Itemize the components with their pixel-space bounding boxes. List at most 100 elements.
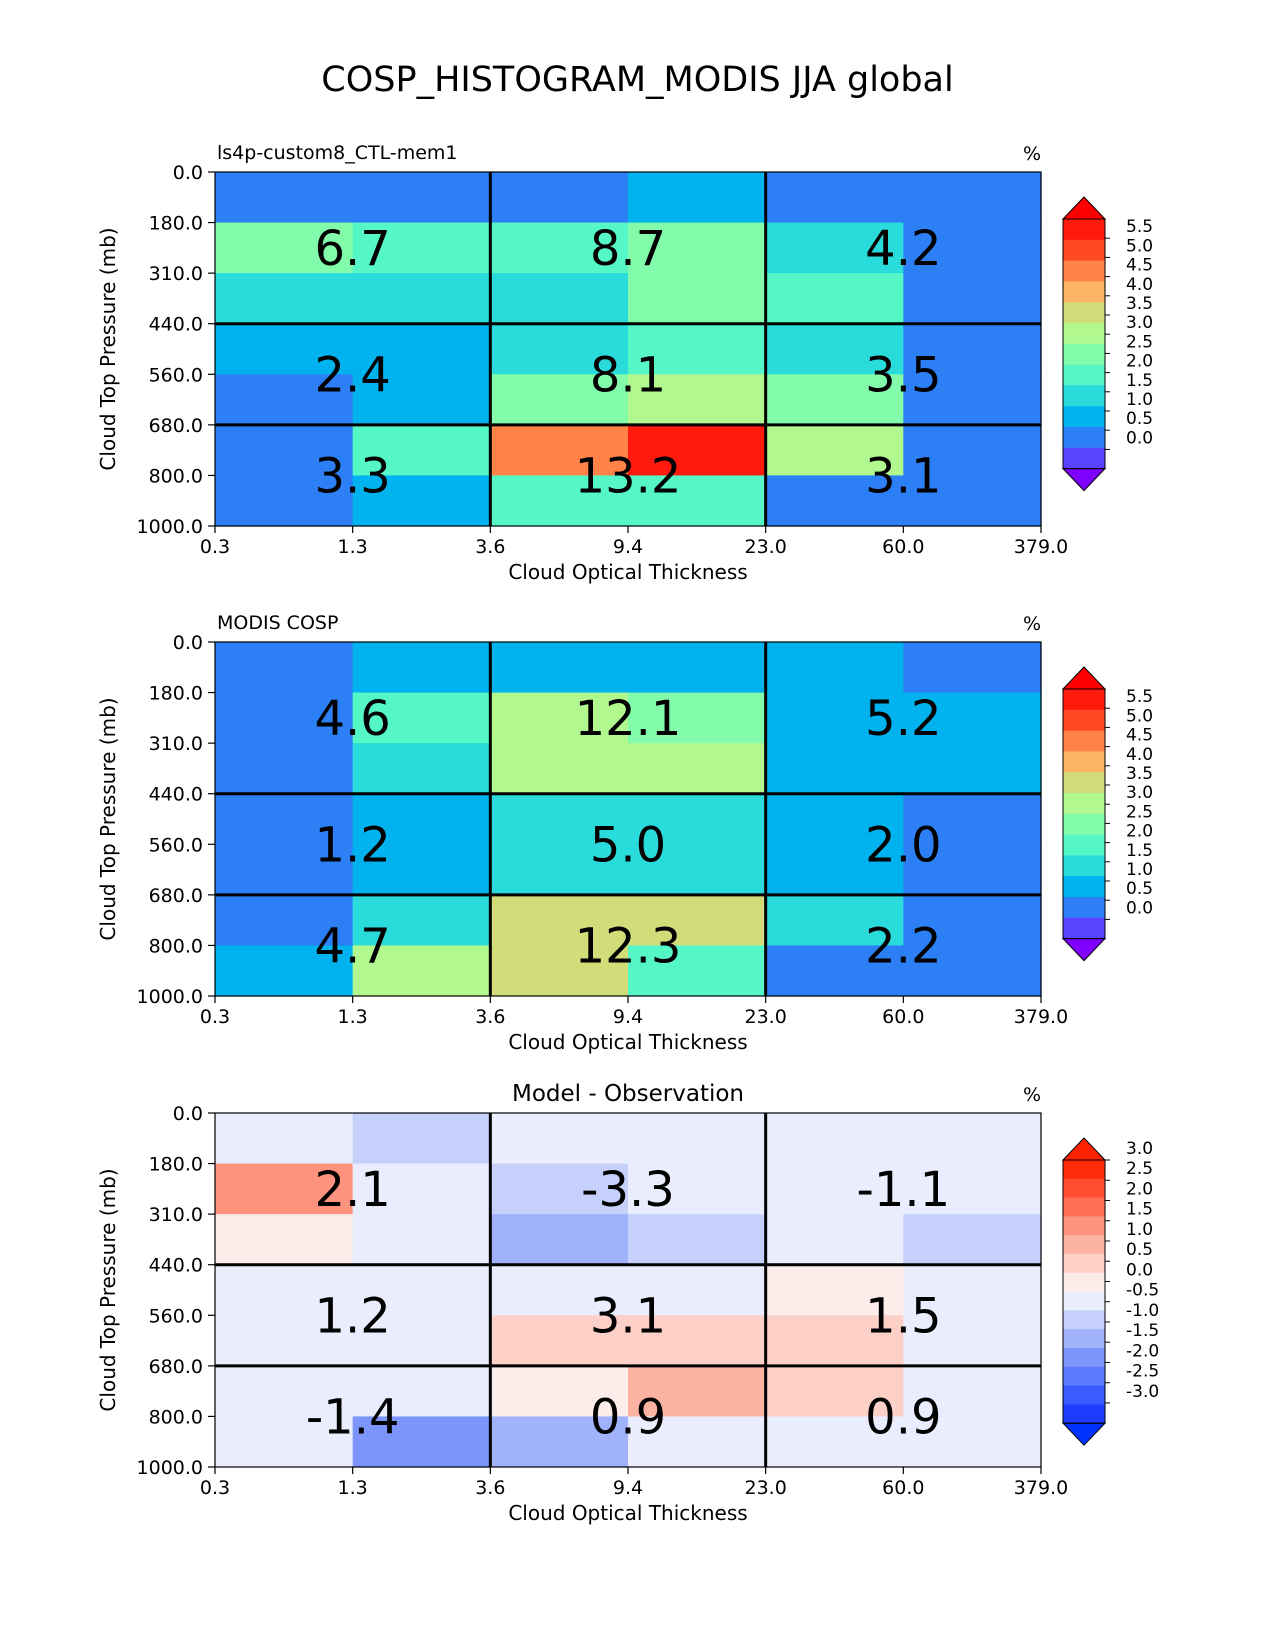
panel-2: 4.6 12.1 5.2 1.2 5.0 2.0 4.7 12.3 2.2 0.3 1.3 3.6 9.… <box>96 612 1153 1054</box>
colorbar-bin <box>1063 793 1105 815</box>
colorbar-bin <box>1063 813 1105 835</box>
colorbar-bin <box>1063 897 1105 919</box>
block-sum-label: 8.7 <box>590 221 666 277</box>
heatmap-cell <box>628 1315 767 1367</box>
colorbar-tick-label: -1.5 <box>1126 1321 1159 1341</box>
y-tick-label: 440.0 <box>149 784 203 806</box>
heatmap-cell <box>765 273 904 325</box>
heatmap-cell <box>490 1264 629 1316</box>
colorbar-tick-label: -0.5 <box>1126 1281 1159 1301</box>
heatmap-cell <box>490 475 629 527</box>
heatmap-cell <box>490 894 629 947</box>
heatmap-cell <box>628 1113 767 1165</box>
heatmap-cell <box>628 743 767 795</box>
block-sum-label: -1.1 <box>857 1162 951 1218</box>
colorbar-tick-label: 2.0 <box>1126 822 1153 842</box>
heatmap-cell <box>903 1416 1042 1468</box>
heatmap-cell <box>352 894 491 947</box>
heatmap-cell <box>215 793 354 845</box>
colorbar-bin <box>1063 730 1105 752</box>
colorbar-tick-label: 3.0 <box>1126 783 1153 803</box>
block-sum-label: 0.9 <box>865 1389 941 1445</box>
heatmap-cell <box>765 1264 904 1316</box>
y-tick-label: 800.0 <box>149 1406 203 1428</box>
heatmap-cell <box>628 424 767 477</box>
heatmap-cell <box>490 1416 629 1468</box>
y-tick-label: 0.0 <box>173 632 203 654</box>
heatmap-cell <box>765 844 904 896</box>
block-sum-label: 3.1 <box>865 448 941 504</box>
block-sum-label: 1.5 <box>865 1288 941 1344</box>
x-tick-label: 60.0 <box>882 1006 924 1028</box>
x-axis-label: Cloud Optical Thickness <box>508 1030 747 1054</box>
colorbar-bin <box>1063 1291 1105 1311</box>
heatmap-cell <box>490 1113 629 1165</box>
colorbar-tick-label: 0.0 <box>1126 1260 1153 1280</box>
colorbar-bin <box>1063 281 1105 303</box>
colorbar-bin <box>1063 1385 1105 1405</box>
colorbar-bin <box>1063 751 1105 773</box>
heatmap-cell <box>215 1214 354 1266</box>
x-tick-label: 1.3 <box>338 536 368 558</box>
y-tick-label: 680.0 <box>149 1356 203 1378</box>
y-tick-label: 440.0 <box>149 314 203 336</box>
x-tick-label: 3.6 <box>475 1006 505 1028</box>
heatmap-cell <box>215 945 354 997</box>
block-sum-label: 3.5 <box>865 347 941 403</box>
heatmap-cell <box>490 793 629 845</box>
y-tick-label: 310.0 <box>149 733 203 755</box>
heatmap-cell <box>490 273 629 325</box>
x-tick-label: 0.3 <box>200 1477 230 1499</box>
heatmap-cell <box>765 1163 904 1215</box>
heatmap-cell <box>352 1163 491 1215</box>
panel-units: % <box>1023 613 1041 635</box>
heatmap-cell <box>765 642 904 694</box>
heatmap-cell <box>765 1214 904 1266</box>
y-tick-label: 800.0 <box>149 465 203 487</box>
colorbar-tick-label: 5.5 <box>1126 217 1153 237</box>
colorbar-bin <box>1063 427 1105 449</box>
heatmap-cell <box>628 844 767 896</box>
heatmap-cell <box>903 1264 1042 1316</box>
heatmap-cell <box>903 424 1042 477</box>
heatmap-cell <box>628 692 767 744</box>
colorbar-tick-label: 0.0 <box>1126 898 1153 918</box>
colorbar-bin <box>1063 689 1105 711</box>
colorbar-over-extension <box>1061 666 1107 690</box>
block-sum-label: 6.7 <box>314 221 390 277</box>
colorbar-bin <box>1063 385 1105 407</box>
colorbar-frame <box>1062 1159 1106 1424</box>
heatmap-cell <box>490 1315 629 1367</box>
block-sum-label: 2.4 <box>314 347 390 403</box>
heatmap-cell <box>490 323 629 375</box>
heatmap-cell <box>352 743 491 795</box>
colorbar-tick-label: 3.5 <box>1126 764 1153 784</box>
y-tick-label: 1000.0 <box>137 986 203 1008</box>
colorbar-frame <box>1062 688 1106 940</box>
y-tick-label: 180.0 <box>149 213 203 235</box>
heatmap-cell <box>490 692 629 744</box>
colorbar-bin <box>1063 1197 1105 1217</box>
heatmap-cell <box>765 1416 904 1468</box>
block-sum-label: 4.2 <box>865 221 941 277</box>
colorbar-bin <box>1063 1404 1105 1424</box>
y-tick-label: 180.0 <box>149 1154 203 1176</box>
panel-units: % <box>1023 1084 1041 1106</box>
x-tick-label: 1.3 <box>338 1006 368 1028</box>
heatmap-cell <box>903 793 1042 845</box>
heatmap-cell <box>628 642 767 694</box>
colorbar-bin <box>1063 1254 1105 1274</box>
colorbar-bin <box>1063 302 1105 324</box>
x-tick-label: 9.4 <box>613 1006 643 1028</box>
colorbar-bin <box>1063 876 1105 898</box>
heatmap-cell <box>215 172 354 224</box>
y-tick-label: 180.0 <box>149 683 203 705</box>
y-tick-label: 560.0 <box>149 364 203 386</box>
colorbar-bin <box>1063 834 1105 856</box>
x-tick-label: 60.0 <box>882 1477 924 1499</box>
colorbar-tick-label: 3.0 <box>1126 313 1153 333</box>
block-sum-label: -1.4 <box>306 1389 400 1445</box>
colorbar-tick-label: -2.5 <box>1126 1362 1159 1382</box>
heatmap-cell <box>765 424 904 477</box>
heatmap-cell <box>903 222 1042 274</box>
